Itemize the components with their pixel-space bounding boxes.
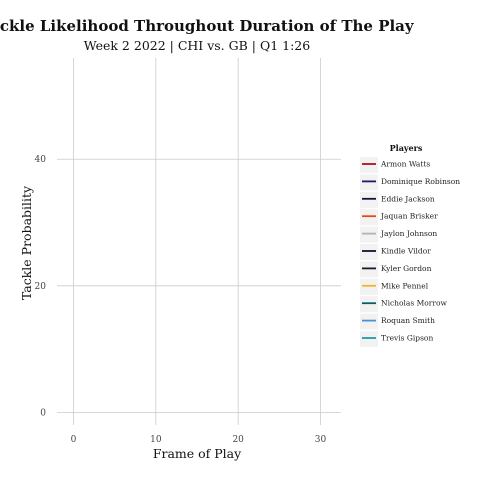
legend-key: [360, 261, 378, 278]
legend-entry: Armon Watts: [380, 160, 430, 169]
x-tick-label: 30: [315, 435, 327, 445]
legend: Players Armon Watts Dominique Robinson Edd…: [360, 143, 460, 347]
plot-area: 0 20 40 0 10 20 30: [35, 58, 341, 445]
legend-key: [360, 278, 378, 295]
legend-title: Players: [390, 143, 423, 153]
legend-key: [360, 313, 378, 330]
legend-key: [360, 157, 378, 173]
y-tick-label: 0: [40, 408, 46, 418]
y-tick-label: 20: [35, 282, 47, 292]
legend-key: [360, 244, 378, 260]
legend-key: [360, 226, 378, 243]
legend-entry: Nicholas Morrow: [381, 299, 447, 308]
x-tick-label: 10: [150, 435, 162, 445]
x-tick-label: 0: [71, 435, 77, 445]
legend-entry: Jaylon Johnson: [380, 229, 437, 238]
legend-entry: Trevis Gipson: [381, 334, 433, 343]
chart-title: Tackle Likelihood Throughout Duration of…: [0, 17, 415, 35]
legend-key: [360, 174, 378, 191]
legend-entry: Mike Pennel: [381, 281, 429, 290]
legend-entry: Dominique Robinson: [381, 177, 460, 186]
legend-key: [360, 209, 378, 226]
legend-entry: Jaquan Brisker: [380, 212, 438, 221]
legend-key: [360, 331, 378, 347]
y-tick-label: 40: [35, 155, 47, 165]
chart-subtitle: Week 2 2022 | CHI vs. GB | Q1 1:26: [84, 38, 310, 53]
x-axis-title: Frame of Play: [153, 446, 242, 461]
legend-entry: Eddie Jackson: [381, 194, 435, 203]
legend-key: [360, 296, 378, 313]
y-axis-title: Tackle Probability: [19, 185, 34, 300]
legend-entry: Roquan Smith: [381, 316, 435, 325]
legend-entry: Kyler Gordon: [381, 264, 432, 273]
x-tick-label: 20: [232, 435, 244, 445]
legend-entry: Kindle Vildor: [381, 247, 431, 256]
legend-key: [360, 191, 378, 208]
